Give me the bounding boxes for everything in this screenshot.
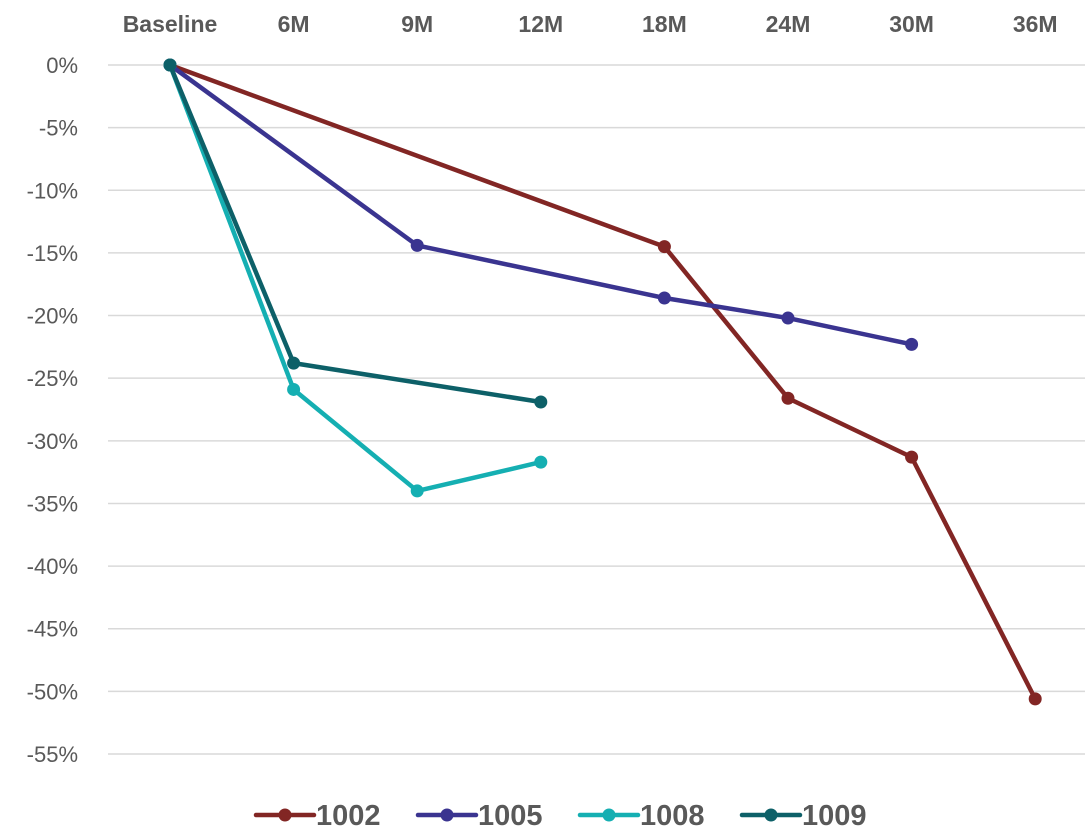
y-tick-label: -15% (27, 241, 78, 266)
y-tick-label: -50% (27, 679, 78, 704)
data-point (905, 450, 919, 464)
legend-item: 1009 (739, 800, 867, 831)
data-point (163, 58, 177, 72)
legend-label: 1005 (478, 800, 543, 831)
x-tick-label: 6M (278, 11, 310, 37)
y-tick-label: -5% (39, 116, 78, 141)
x-tick-label: 30M (889, 11, 934, 37)
legend-swatch-marker (764, 808, 778, 822)
data-point (1028, 692, 1042, 706)
x-tick-label: 36M (1013, 11, 1058, 37)
y-tick-label: -40% (27, 554, 78, 579)
y-tick-label: -45% (27, 617, 78, 642)
legend-label: 1002 (316, 800, 381, 831)
y-axis-tick-labels: 0% -5% -10% -15% -20% -25% -30% -35% -40% -45% -50… (27, 53, 78, 767)
data-point (287, 382, 301, 396)
data-point (534, 455, 548, 469)
y-tick-label: -25% (27, 366, 78, 391)
legend-item: 1005 (415, 800, 543, 831)
data-point (657, 240, 671, 254)
x-axis-tick-labels: Baseline 6M 9M 12M 18M 24M 30M 36M (123, 11, 1058, 37)
data-point (410, 238, 424, 252)
y-tick-label: -35% (27, 491, 78, 516)
y-tick-label: -10% (27, 178, 78, 203)
y-tick-label: 0% (46, 53, 78, 78)
data-point (781, 311, 795, 325)
x-tick-label: 18M (642, 11, 687, 37)
data-point (781, 391, 795, 405)
y-tick-label: -30% (27, 429, 78, 454)
data-point (905, 337, 919, 351)
data-point (534, 395, 548, 409)
x-tick-label: 24M (766, 11, 811, 37)
series-line (167, 62, 544, 494)
legend-item: 1002 (253, 800, 381, 831)
y-tick-label: -55% (27, 742, 78, 767)
legend-label: 1009 (802, 800, 867, 831)
legend-swatch-marker (278, 808, 292, 822)
legend-label: 1008 (640, 800, 705, 831)
x-tick-label: 12M (518, 11, 563, 37)
data-point (410, 484, 424, 498)
legend-swatch-marker (602, 808, 616, 822)
x-tick-label: Baseline (123, 11, 218, 37)
y-tick-label: -20% (27, 304, 78, 329)
series-1008 (163, 58, 548, 498)
legend-swatch-marker (440, 808, 454, 822)
x-tick-label: 9M (401, 11, 433, 37)
series-line (167, 62, 544, 405)
gridlines (108, 64, 1085, 755)
data-point (657, 291, 671, 305)
data-point (287, 356, 301, 370)
legend: 1002 1005 1008 1009 (253, 800, 867, 831)
series-lines (163, 58, 1042, 706)
legend-item: 1008 (577, 800, 705, 831)
series-1009 (163, 58, 548, 409)
